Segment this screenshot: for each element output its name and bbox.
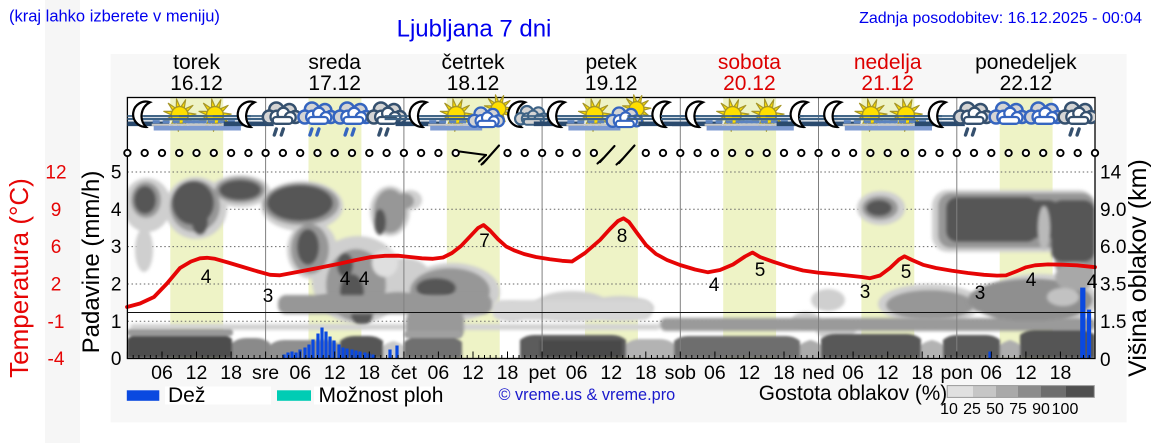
svg-text:petek: petek	[586, 51, 638, 74]
svg-text:sob: sob	[665, 362, 697, 384]
svg-text:2: 2	[111, 275, 122, 296]
svg-text:5: 5	[111, 163, 122, 184]
svg-text:20.12: 20.12	[723, 72, 776, 95]
svg-text:12: 12	[45, 163, 66, 184]
svg-text:9: 9	[51, 200, 62, 221]
svg-text:nedelja: nedelja	[854, 51, 922, 74]
svg-text:17.12: 17.12	[308, 72, 361, 95]
svg-text:5: 5	[901, 262, 912, 283]
svg-text:18: 18	[773, 362, 795, 384]
svg-text:16.12: 16.12	[170, 72, 223, 95]
svg-text:12: 12	[462, 362, 484, 384]
svg-text:18.12: 18.12	[447, 72, 500, 95]
svg-text:06: 06	[704, 362, 726, 384]
svg-text:18: 18	[635, 362, 657, 384]
svg-text:100: 100	[1052, 401, 1079, 418]
svg-text:Ljubljana 7 dni: Ljubljana 7 dni	[397, 16, 552, 43]
svg-text:21.12: 21.12	[861, 72, 914, 95]
svg-text:-4: -4	[48, 349, 65, 370]
svg-text:18: 18	[911, 362, 933, 384]
svg-text:06: 06	[842, 362, 864, 384]
svg-text:06: 06	[151, 362, 173, 384]
svg-text:7: 7	[479, 231, 490, 252]
svg-text:sre: sre	[252, 362, 279, 384]
svg-text:6.0: 6.0	[1100, 237, 1126, 258]
svg-text:čet: čet	[391, 362, 418, 384]
svg-text:pet: pet	[529, 362, 557, 384]
svg-text:14: 14	[1100, 163, 1122, 184]
svg-text:3: 3	[111, 237, 122, 258]
svg-text:06: 06	[428, 362, 450, 384]
svg-text:Višina oblakov (km): Višina oblakov (km)	[1124, 159, 1152, 377]
svg-text:8: 8	[617, 226, 628, 247]
svg-text:(kraj lahko izberete v meniju): (kraj lahko izberete v meniju)	[9, 8, 220, 26]
svg-text:Dež: Dež	[168, 384, 205, 407]
svg-text:25: 25	[963, 401, 981, 418]
svg-text:12: 12	[186, 362, 208, 384]
svg-text:Zadnja posodobitev: 16.12.2025: Zadnja posodobitev: 16.12.2025 - 00:04	[859, 10, 1142, 27]
svg-text:3: 3	[860, 282, 871, 303]
svg-text:22.12: 22.12	[1000, 72, 1053, 95]
svg-text:12: 12	[877, 362, 899, 384]
svg-text:1.5: 1.5	[1100, 312, 1126, 333]
svg-text:18: 18	[1050, 362, 1072, 384]
svg-text:1: 1	[111, 312, 122, 333]
svg-text:4: 4	[359, 269, 370, 290]
svg-text:0: 0	[111, 349, 122, 370]
svg-text:4: 4	[111, 200, 122, 221]
svg-text:4: 4	[340, 269, 351, 290]
svg-text:2: 2	[51, 275, 62, 296]
svg-text:06: 06	[980, 362, 1002, 384]
svg-text:50: 50	[986, 401, 1004, 418]
svg-text:18: 18	[358, 362, 380, 384]
svg-text:3: 3	[975, 283, 986, 304]
svg-text:3: 3	[263, 286, 274, 307]
svg-text:sobota: sobota	[718, 51, 781, 74]
svg-text:© vreme.us & vreme.pro: © vreme.us & vreme.pro	[499, 386, 676, 404]
svg-text:06: 06	[566, 362, 588, 384]
svg-text:3.5: 3.5	[1100, 275, 1126, 296]
svg-text:torek: torek	[173, 51, 220, 74]
svg-text:90: 90	[1032, 401, 1050, 418]
svg-text:Padavine (mm/h): Padavine (mm/h)	[78, 171, 105, 354]
svg-text:12: 12	[600, 362, 622, 384]
svg-text:19.12: 19.12	[585, 72, 638, 95]
svg-text:Temperatura (°C): Temperatura (°C)	[4, 178, 34, 378]
svg-text:ned: ned	[802, 362, 835, 384]
svg-text:4: 4	[201, 267, 212, 288]
svg-text:18: 18	[497, 362, 519, 384]
svg-text:4: 4	[1087, 272, 1098, 293]
svg-text:6: 6	[51, 237, 62, 258]
svg-text:4: 4	[1026, 270, 1037, 291]
svg-text:12: 12	[324, 362, 346, 384]
svg-text:četrtek: četrtek	[441, 51, 505, 74]
svg-text:9.0: 9.0	[1100, 200, 1126, 221]
svg-text:0: 0	[1100, 350, 1111, 371]
svg-text:pon: pon	[941, 362, 974, 384]
svg-text:5: 5	[755, 260, 766, 281]
svg-text:ponedeljek: ponedeljek	[975, 51, 1077, 74]
svg-text:18: 18	[220, 362, 242, 384]
svg-text:10: 10	[940, 401, 958, 418]
svg-text:Možnost ploh: Možnost ploh	[319, 384, 444, 407]
svg-text:sreda: sreda	[308, 51, 361, 74]
svg-text:4: 4	[709, 275, 720, 296]
svg-text:Gostota oblakov (%): Gostota oblakov (%)	[759, 382, 947, 405]
svg-text:12: 12	[1015, 362, 1037, 384]
svg-text:12: 12	[739, 362, 761, 384]
svg-text:-1: -1	[48, 312, 65, 333]
svg-text:06: 06	[289, 362, 311, 384]
svg-text:75: 75	[1009, 401, 1027, 418]
